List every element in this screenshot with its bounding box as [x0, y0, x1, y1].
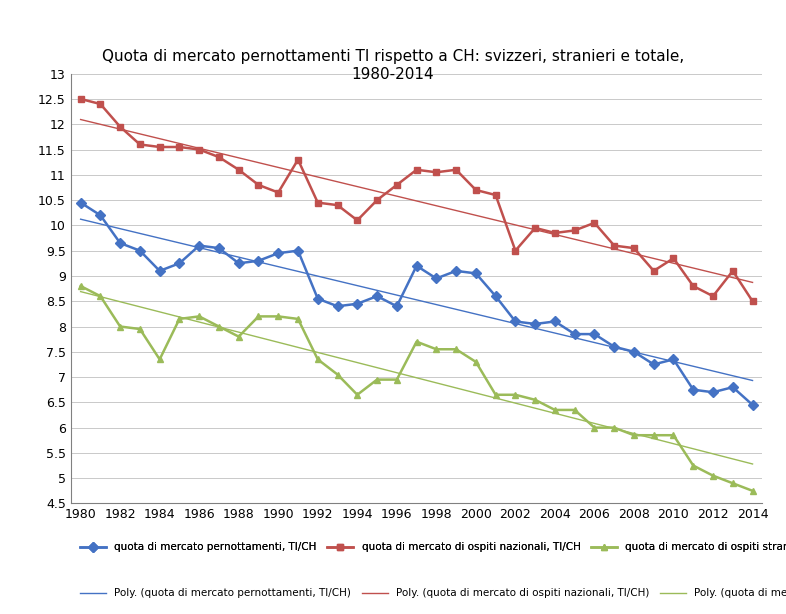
Legend: Poly. (quota di mercato pernottamenti, TI/CH), Poly. (quota di mercato di ospiti: Poly. (quota di mercato pernottamenti, T…	[76, 585, 786, 603]
Legend: quota di mercato pernottamenti, TI/CH, quota di mercato di ospiti nazionali, TI/: quota di mercato pernottamenti, TI/CH, q…	[76, 538, 786, 557]
Text: Quota di mercato pernottamenti TI rispetto a CH: svizzeri, stranieri e totale,
1: Quota di mercato pernottamenti TI rispet…	[102, 49, 684, 82]
